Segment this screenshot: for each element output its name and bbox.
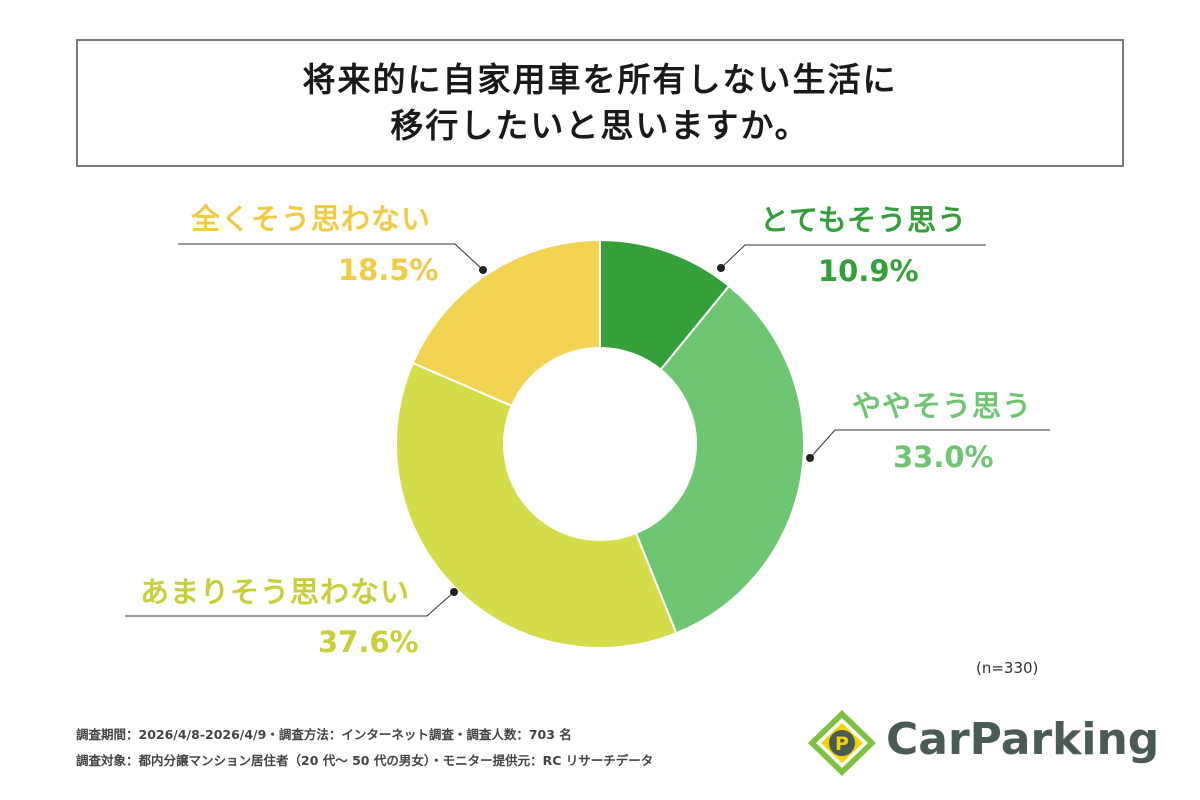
title-line-2: 移行したいと思いますか。: [390, 106, 810, 145]
slice-value-2: 37.6%: [318, 625, 419, 659]
sample-size-note: (n=330): [976, 659, 1039, 677]
leader-line-slice-0: [720, 244, 986, 269]
leader-line-slice-1: [809, 429, 1050, 459]
footnote-line-1: 調査期間：2026/4/8-2026/4/9・調査方法：インターネット調査・調査…: [76, 727, 572, 742]
leader-dot-slice-0: [717, 264, 725, 272]
leader-dot-slice-3: [479, 266, 487, 274]
slice-value-3: 18.5%: [338, 253, 439, 287]
slice-value-0: 10.9%: [818, 254, 919, 288]
logo-text: CarParking: [886, 714, 1160, 765]
slice-label-2: あまりそう思わない: [140, 575, 411, 609]
slice-label-0: とてもそう思う: [760, 203, 968, 237]
donut-slice-2: [395, 361, 678, 649]
donut-slice-1: [634, 284, 805, 635]
title-line-1: 将来的に自家用車を所有しない生活に: [302, 60, 898, 100]
leader-dot-slice-2: [450, 588, 458, 596]
slice-label-1: ややそう思う: [852, 389, 1033, 423]
leader-dot-slice-1: [806, 454, 814, 462]
logo-mark-letter: P: [835, 733, 849, 755]
slice-label-3: 全くそう思わない: [191, 202, 432, 236]
carparking-logo: P CarParking: [806, 708, 1159, 778]
footnote-line-2: 調査対象：都内分譲マンション居住者（20 代～ 50 代の男女）・モニター提供元…: [76, 753, 654, 768]
title-box: 将来的に自家用車を所有しない生活に 移行したいと思いますか。: [76, 39, 1124, 167]
slice-value-1: 33.0%: [893, 440, 994, 474]
leader-line-slice-2: [125, 591, 455, 617]
leader-line-slice-3: [178, 243, 484, 271]
donut-slice-3: [411, 238, 601, 408]
logo-mark-icon: P: [808, 710, 876, 776]
